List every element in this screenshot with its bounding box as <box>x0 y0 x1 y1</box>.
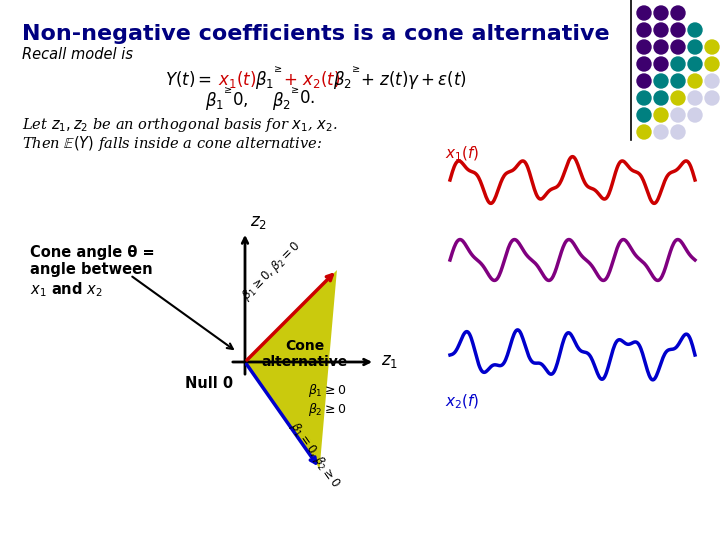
Circle shape <box>654 91 668 105</box>
Circle shape <box>637 6 651 20</box>
Circle shape <box>671 91 685 105</box>
Text: $\beta_2$: $\beta_2$ <box>272 90 291 112</box>
Circle shape <box>654 6 668 20</box>
Circle shape <box>637 40 651 54</box>
Circle shape <box>654 125 668 139</box>
Circle shape <box>637 23 651 37</box>
Text: $+\ z(t)\gamma + \epsilon(t)$: $+\ z(t)\gamma + \epsilon(t)$ <box>360 69 467 91</box>
Circle shape <box>671 108 685 122</box>
Circle shape <box>654 108 668 122</box>
Text: $\beta_2$: $\beta_2$ <box>333 69 352 91</box>
Text: $z_2$: $z_2$ <box>250 214 267 231</box>
Text: Let $z_1, z_2$ be an orthogonal basis for $x_1$, $x_2$.: Let $z_1, z_2$ be an orthogonal basis fo… <box>22 116 338 134</box>
Text: $0.$: $0.$ <box>299 90 315 107</box>
Text: $\geq$: $\geq$ <box>350 64 361 74</box>
Circle shape <box>688 40 702 54</box>
Text: $+\ x_2(t)$: $+\ x_2(t)$ <box>283 69 340 90</box>
Text: Cone
alternative: Cone alternative <box>262 339 348 369</box>
Circle shape <box>705 40 719 54</box>
Circle shape <box>671 125 685 139</box>
Circle shape <box>688 91 702 105</box>
Circle shape <box>688 108 702 122</box>
Text: $z_1$: $z_1$ <box>381 354 398 370</box>
Circle shape <box>671 40 685 54</box>
Text: $\geq$: $\geq$ <box>272 64 283 74</box>
Text: $0,$: $0,$ <box>232 90 248 109</box>
Polygon shape <box>245 270 337 469</box>
Circle shape <box>654 40 668 54</box>
Circle shape <box>637 125 651 139</box>
Circle shape <box>705 74 719 88</box>
Text: Recall model is: Recall model is <box>22 47 133 62</box>
Circle shape <box>637 91 651 105</box>
Circle shape <box>688 57 702 71</box>
Circle shape <box>637 108 651 122</box>
Text: $\geq$: $\geq$ <box>289 85 300 95</box>
Text: $\beta_1 \geq 0$
$\beta_2 \geq 0$: $\beta_1 \geq 0$ $\beta_2 \geq 0$ <box>308 382 346 418</box>
Text: $\beta_1 \geq 0, \beta_2 = 0$: $\beta_1 \geq 0, \beta_2 = 0$ <box>239 238 305 304</box>
Text: $\geq$: $\geq$ <box>222 85 233 95</box>
Text: $\beta_1$: $\beta_1$ <box>255 69 274 91</box>
Circle shape <box>671 57 685 71</box>
Circle shape <box>671 74 685 88</box>
Text: Null 0: Null 0 <box>185 376 233 391</box>
Circle shape <box>705 57 719 71</box>
Text: Cone angle θ =
angle between
$x_1$ and $x_2$: Cone angle θ = angle between $x_1$ and $… <box>30 245 155 299</box>
Text: $\beta_1 = 0, \beta_2 \geq 0$: $\beta_1 = 0, \beta_2 \geq 0$ <box>286 419 343 491</box>
Circle shape <box>637 74 651 88</box>
Text: $x_1(t)$: $x_1(t)$ <box>218 69 256 90</box>
Circle shape <box>688 74 702 88</box>
Text: $\beta_1$: $\beta_1$ <box>205 90 224 112</box>
Circle shape <box>654 74 668 88</box>
Text: $x_2(f)$: $x_2(f)$ <box>445 393 480 411</box>
Circle shape <box>671 6 685 20</box>
Circle shape <box>671 23 685 37</box>
Circle shape <box>654 23 668 37</box>
Circle shape <box>688 23 702 37</box>
Text: $Y(t) = $: $Y(t) = $ <box>165 69 212 89</box>
Text: Then $\mathbb{E}(Y)$ falls inside a cone alternative:: Then $\mathbb{E}(Y)$ falls inside a cone… <box>22 134 323 153</box>
Text: Non-negative coefficients is a cone alternative: Non-negative coefficients is a cone alte… <box>22 24 610 44</box>
Circle shape <box>705 91 719 105</box>
Circle shape <box>654 57 668 71</box>
Text: $x_1(f)$: $x_1(f)$ <box>445 145 480 164</box>
Circle shape <box>637 57 651 71</box>
